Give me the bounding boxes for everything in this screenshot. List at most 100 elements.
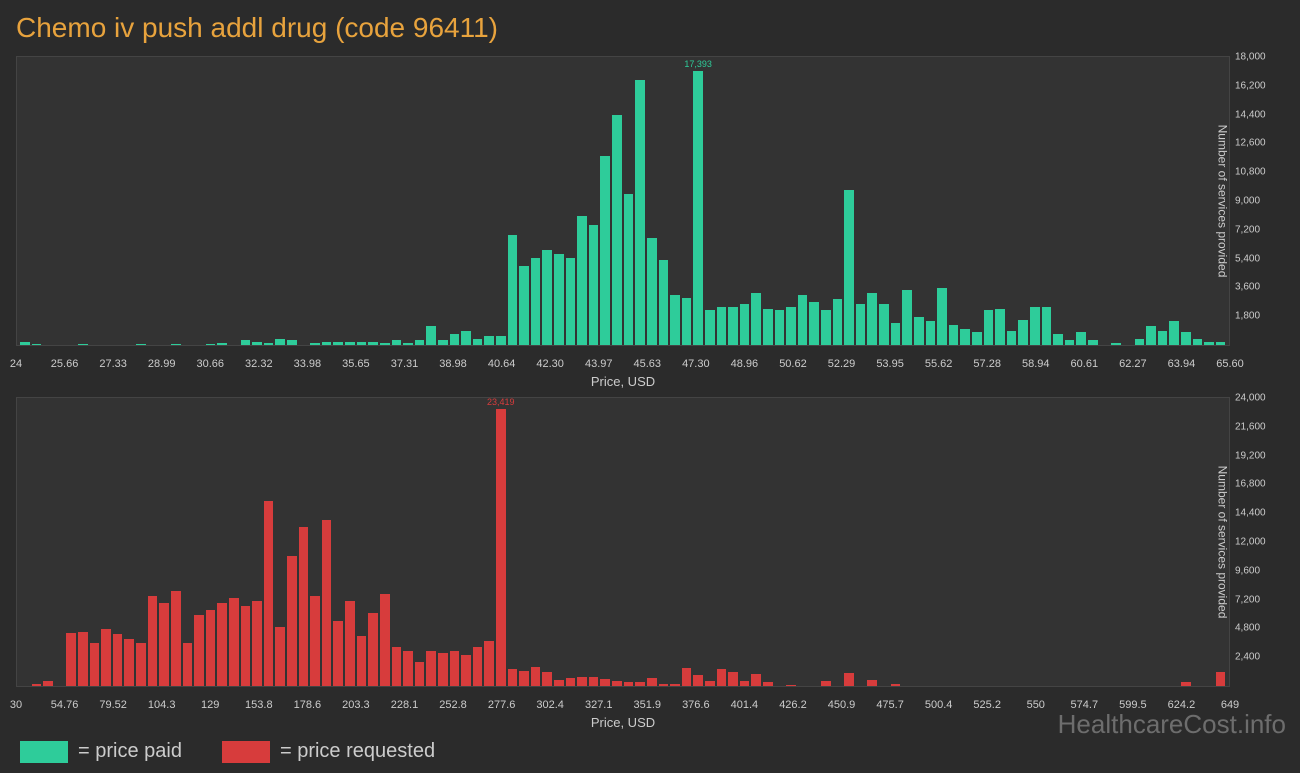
x-tick: 277.6	[488, 699, 516, 711]
bar	[496, 336, 506, 345]
y-tick: 2,400	[1235, 652, 1260, 663]
bar	[415, 340, 425, 345]
bar	[357, 636, 367, 686]
bar	[241, 340, 251, 345]
legend-label: = price requested	[280, 740, 435, 763]
bar	[531, 667, 541, 686]
x-tick: 50.62	[779, 358, 807, 370]
bar	[1135, 339, 1145, 345]
x-tick: 24	[10, 358, 22, 370]
bar	[136, 344, 146, 345]
y-tick: 7,200	[1235, 594, 1260, 605]
x-tick: 525.2	[973, 699, 1001, 711]
x-axis-label: Price, USD	[16, 715, 1230, 730]
chart-panel-paid: 17,3931,8003,6005,4007,2009,00010,80012,…	[16, 56, 1230, 346]
bar	[577, 677, 587, 686]
x-tick: 33.98	[294, 358, 322, 370]
bar	[682, 298, 692, 345]
y-tick: 4,800	[1235, 623, 1260, 634]
y-tick: 12,600	[1235, 138, 1266, 149]
x-axis: 3054.7679.52104.3129153.8178.6203.3228.1…	[16, 699, 1230, 713]
bar	[659, 684, 669, 686]
x-tick: 228.1	[391, 699, 419, 711]
bar	[101, 629, 111, 686]
y-tick: 5,400	[1235, 253, 1260, 264]
bar	[1169, 321, 1179, 345]
x-tick: 54.76	[51, 699, 79, 711]
legend-swatch	[20, 741, 68, 763]
bar	[310, 596, 320, 686]
bar	[740, 681, 750, 686]
x-tick: 475.7	[876, 699, 904, 711]
bar	[705, 310, 715, 345]
bar	[670, 684, 680, 686]
bar	[229, 598, 239, 686]
x-tick: 30.66	[196, 358, 224, 370]
bar	[554, 254, 564, 346]
x-tick: 63.94	[1168, 358, 1196, 370]
y-axis-label: Number of services provided	[1216, 466, 1230, 619]
bar	[403, 651, 413, 687]
y-tick: 18,000	[1235, 52, 1266, 63]
bar	[252, 601, 262, 686]
x-tick: 203.3	[342, 699, 370, 711]
legend-label: = price paid	[78, 740, 182, 763]
bar	[461, 655, 471, 686]
bar	[32, 344, 42, 345]
bar	[542, 672, 552, 686]
watermark: HealthcareCost.info	[1058, 709, 1286, 740]
bar	[508, 235, 518, 345]
bar	[891, 323, 901, 345]
x-tick: 48.96	[731, 358, 759, 370]
y-tick: 9,600	[1235, 565, 1260, 576]
y-tick: 10,800	[1235, 167, 1266, 178]
bar	[415, 662, 425, 686]
bar	[1204, 342, 1214, 345]
peak-label: 17,393	[684, 59, 712, 69]
bar	[763, 682, 773, 686]
bar	[368, 342, 378, 345]
bar	[333, 621, 343, 686]
x-tick: 153.8	[245, 699, 273, 711]
y-tick: 9,000	[1235, 196, 1260, 207]
bar	[1076, 332, 1086, 345]
bar	[809, 302, 819, 345]
bar	[403, 343, 413, 345]
bar	[171, 344, 181, 345]
bar	[682, 668, 692, 686]
bar	[624, 194, 634, 345]
bars-paid: 17,393	[17, 57, 1229, 345]
bar	[194, 615, 204, 686]
bar	[1088, 340, 1098, 345]
bar	[612, 681, 622, 686]
y-axis: 1,8003,6005,4007,2009,00010,80012,60014,…	[1235, 57, 1285, 345]
bar	[542, 250, 552, 345]
bar	[867, 293, 877, 345]
x-tick: 27.33	[99, 358, 127, 370]
x-tick: 37.31	[391, 358, 419, 370]
bar	[484, 641, 494, 686]
bar	[1181, 682, 1191, 686]
bar	[310, 343, 320, 345]
bar	[717, 669, 727, 686]
bar	[1053, 334, 1063, 345]
bar	[275, 627, 285, 686]
bar	[960, 329, 970, 345]
bar	[844, 673, 854, 686]
bar	[426, 651, 436, 687]
bar	[217, 343, 227, 345]
x-tick: 450.9	[828, 699, 856, 711]
bar	[984, 310, 994, 345]
bar	[635, 80, 645, 345]
x-tick: 58.94	[1022, 358, 1050, 370]
x-tick: 42.30	[536, 358, 564, 370]
y-tick: 24,000	[1235, 393, 1266, 404]
bar	[566, 678, 576, 686]
bar	[252, 342, 262, 345]
bar	[322, 520, 332, 686]
x-tick: 426.2	[779, 699, 807, 711]
bar	[206, 344, 216, 345]
x-tick: 500.4	[925, 699, 953, 711]
bar	[1193, 339, 1203, 345]
bar	[287, 556, 297, 686]
